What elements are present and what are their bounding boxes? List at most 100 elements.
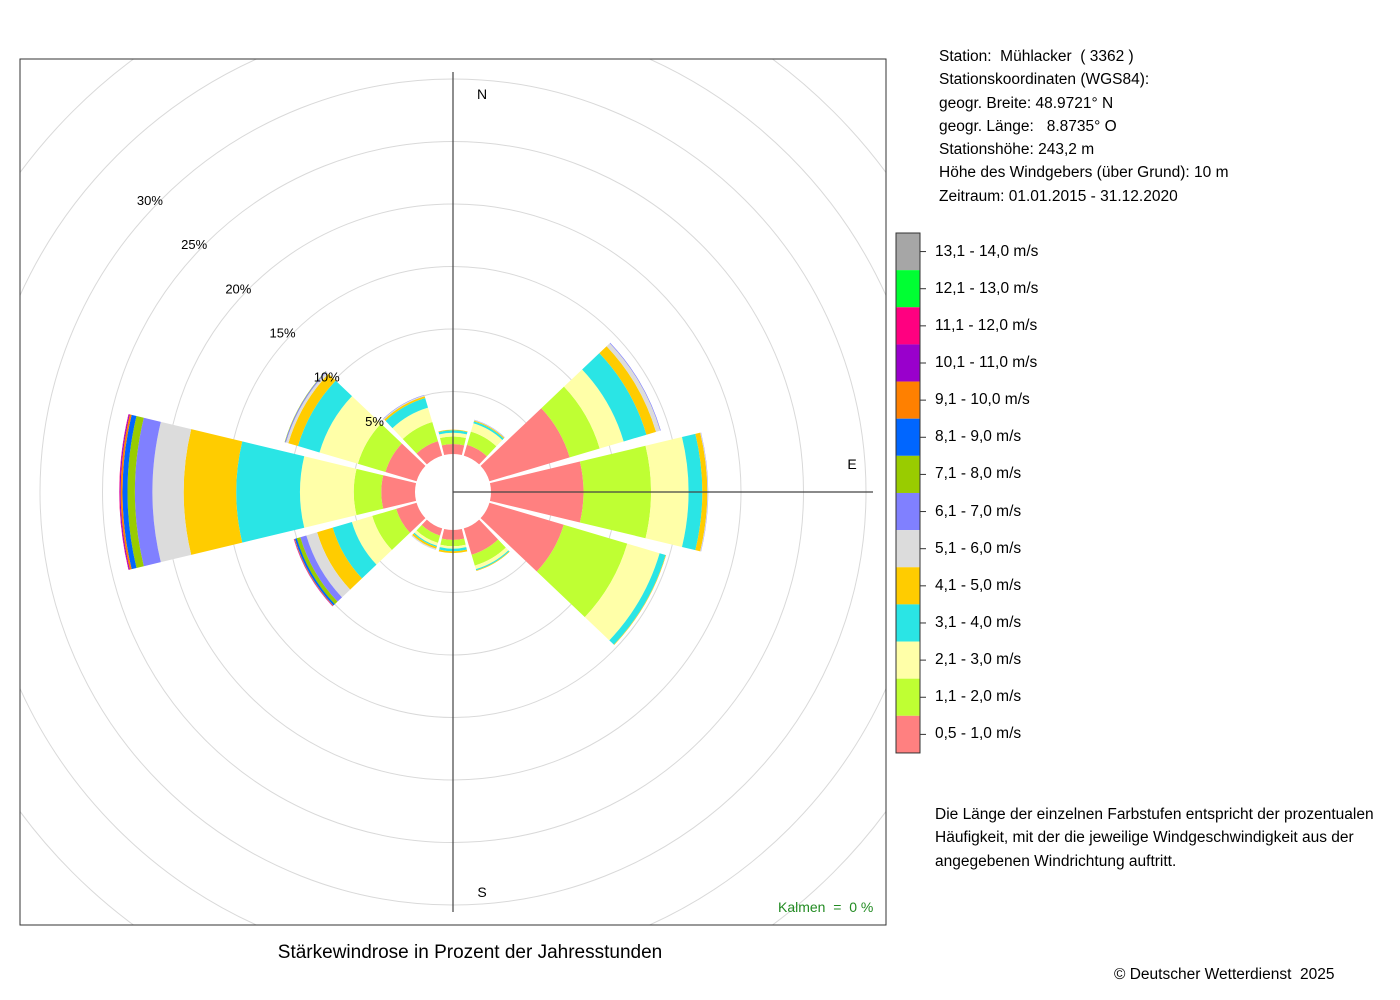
- sector-300-class-3: [319, 396, 382, 464]
- legend-label-10: 9,1 - 10,0 m/s: [935, 391, 1030, 409]
- legend-label-3: 2,1 - 3,0 m/s: [935, 651, 1022, 669]
- legend-swatch-14: [896, 233, 920, 271]
- legend-swatch-10: [896, 381, 920, 419]
- legend-swatch-8: [896, 455, 920, 493]
- legend-swatch-11: [896, 344, 920, 382]
- sector-270: [119, 414, 417, 570]
- sector-300-class-5: [288, 373, 336, 447]
- station-name: Station: Mühlacker ( 3362 ): [939, 48, 1134, 65]
- ring-label-5: 5%: [365, 414, 384, 429]
- sector-300-class-2: [357, 423, 402, 472]
- sector-240-class-4: [332, 521, 377, 579]
- sector-210-class-2: [416, 525, 441, 543]
- sector-210-class-1: [421, 519, 443, 536]
- sector-270-class-11: [119, 414, 130, 570]
- sector-30-class-5: [473, 420, 505, 439]
- sector-240-class-3: [351, 515, 392, 565]
- sector-30-class-3: [470, 423, 503, 447]
- legend-swatch-5: [896, 567, 920, 605]
- sector-120-class-2: [536, 524, 628, 618]
- sector-210-class-5: [412, 533, 437, 549]
- sector-30-class-1: [463, 444, 487, 465]
- calm-percentage: Kalmen = 0 %: [778, 899, 874, 915]
- direction-label-S: S: [477, 884, 486, 900]
- copyright-notice: © Deutscher Wetterdienst 2025: [1114, 966, 1335, 983]
- legend-label-1: 0,5 - 1,0 m/s: [935, 725, 1022, 743]
- sector-300-class-6: [285, 372, 329, 444]
- station-elevation: Stationshöhe: 243,2 m: [939, 141, 1095, 159]
- explanation-note: Die Länge der einzelnen Farbstufen entsp…: [935, 803, 1395, 873]
- sector-90-class-7: [700, 432, 709, 552]
- sector-270-class-3: [300, 456, 357, 528]
- legend-swatch-1: [896, 715, 920, 753]
- sector-60-class-1: [480, 408, 570, 482]
- sector-60-class-3: [563, 369, 624, 449]
- sector-270-class-12: [119, 414, 129, 570]
- sector-150-class-1: [463, 519, 499, 555]
- legend-label-6: 5,1 - 6,0 m/s: [935, 539, 1022, 557]
- sector-240-class-7: [300, 535, 343, 602]
- time-period: Zeitraum: 01.01.2015 - 31.12.2020: [939, 187, 1178, 205]
- legend-label-13: 12,1 - 13,0 m/s: [935, 279, 1039, 297]
- legend-swatch-12: [896, 307, 920, 345]
- legend-swatch-9: [896, 418, 920, 456]
- legend-swatch-6: [896, 530, 920, 568]
- sector-300: [284, 371, 426, 482]
- legend-label-7: 6,1 - 7,0 m/s: [935, 502, 1022, 520]
- sector-270-class-5: [183, 429, 243, 555]
- chart-caption: Stärkewindrose in Prozent der Jahresstun…: [277, 942, 663, 963]
- sector-270-class-9: [122, 414, 137, 570]
- sector-240-class-8: [296, 537, 338, 605]
- ring-label-25: 25%: [181, 237, 207, 252]
- sector-60-class-2: [541, 386, 600, 458]
- sector-270-class-10: [120, 414, 132, 570]
- direction-label-E: E: [847, 456, 856, 472]
- sector-30: [463, 419, 505, 465]
- sector-330: [383, 394, 443, 465]
- legend-frame: [895, 232, 921, 754]
- sector-270-class-7: [135, 417, 161, 567]
- anemometer-height: Höhe des Windgebers (über Grund): 10 m: [939, 164, 1229, 182]
- note-line-3: angegebenen Windrichtung auftritt.: [935, 852, 1177, 870]
- ring-label-20: 20%: [225, 281, 251, 296]
- legend-swatch-3: [896, 641, 920, 679]
- legend-swatch-4: [896, 604, 920, 642]
- sector-270-class-2: [353, 468, 384, 516]
- sector-300-class-1: [385, 443, 426, 482]
- sector-120-class-3: [584, 543, 660, 641]
- sector-120-class-1: [480, 502, 564, 572]
- sector-60-class-4: [582, 353, 647, 442]
- sector-120-class-4: [609, 553, 666, 645]
- sector-270-class-4: [236, 441, 305, 543]
- sector-210-class-3: [414, 530, 438, 546]
- sector-270-class-6: [152, 421, 192, 563]
- sector-240-class-6: [306, 532, 351, 598]
- sector-270-class-1: [381, 475, 417, 509]
- station-latitude: geogr. Breite: 48.9721° N: [939, 94, 1114, 112]
- sector-330-class-4: [385, 398, 429, 429]
- legend-label-5: 4,1 - 5,0 m/s: [935, 576, 1022, 594]
- sector-150-class-3: [474, 547, 509, 570]
- station-longitude: geogr. Länge: 8.8735° O: [939, 117, 1117, 135]
- sector-330-class-5: [384, 396, 426, 421]
- sector-90-class-5: [695, 432, 708, 552]
- sector-240-class-2: [372, 508, 411, 550]
- sector-60-class-6: [606, 343, 661, 432]
- sector-210: [411, 519, 443, 551]
- legend-swatch-13: [896, 270, 920, 308]
- note-line-2: Häufigkeit, mit der die jeweilige Windge…: [935, 829, 1354, 847]
- sector-330-class-3: [392, 407, 433, 440]
- ring-label-15: 15%: [270, 326, 296, 341]
- sector-240: [293, 502, 426, 607]
- sector-240-class-1: [396, 502, 426, 533]
- sector-300-class-4: [297, 380, 352, 453]
- note-line-1: Die Länge der einzelnen Farbstufen entsp…: [935, 806, 1374, 823]
- sector-90-class-6: [700, 432, 708, 552]
- sector-210-class-6: [411, 534, 437, 551]
- sector-150-class-2: [471, 539, 506, 566]
- sector-30-class-4: [473, 421, 504, 440]
- legend-swatch-7: [896, 492, 920, 531]
- legend-label-4: 3,1 - 4,0 m/s: [935, 613, 1022, 631]
- legend-label-14: 13,1 - 14,0 m/s: [935, 242, 1039, 260]
